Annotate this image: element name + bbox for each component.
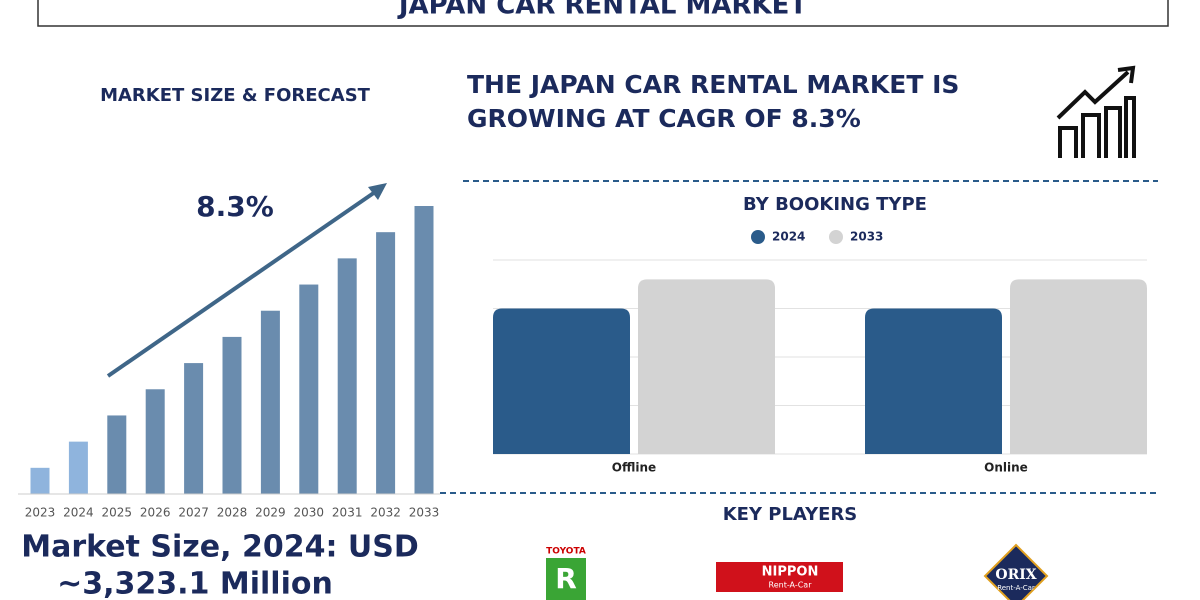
legend-label: 2033 bbox=[850, 230, 883, 244]
logo-text: Rent-A-Car bbox=[997, 584, 1035, 592]
x-tick-label: Online bbox=[984, 461, 1028, 475]
logo-toyota: TOYOTA R bbox=[546, 547, 586, 600]
x-tick-label: 2024 bbox=[63, 506, 94, 520]
bar bbox=[107, 415, 127, 494]
logo-text: Rent-A-Car bbox=[769, 581, 813, 590]
legend-swatch bbox=[829, 230, 843, 244]
logo-text: TOYOTA bbox=[546, 547, 586, 557]
logo-text: NIPPON bbox=[762, 565, 819, 580]
headline: THE JAPAN CAR RENTAL MARKET IS bbox=[467, 70, 959, 99]
logo-text: ORIX bbox=[995, 567, 1036, 583]
bar bbox=[865, 308, 1002, 454]
section-title: KEY PLAYERS bbox=[723, 504, 858, 525]
chart-title: BY BOOKING TYPE bbox=[743, 194, 927, 215]
x-tick-label: 2032 bbox=[370, 506, 401, 520]
chart-title: MARKET SIZE & FORECAST bbox=[100, 85, 371, 106]
bar bbox=[30, 467, 50, 494]
x-tick-label: 2030 bbox=[294, 506, 325, 520]
logo-nippon: NIPPON Rent-A-Car bbox=[716, 562, 843, 592]
bar bbox=[299, 284, 319, 494]
title-box bbox=[37, 0, 1169, 27]
bar bbox=[337, 258, 357, 494]
bar bbox=[1010, 279, 1147, 454]
bar bbox=[260, 310, 280, 494]
legend-label: 2024 bbox=[772, 230, 805, 244]
logo-glyph: R bbox=[555, 562, 577, 595]
x-tick-label: Offline bbox=[612, 461, 656, 475]
headline: GROWING AT CAGR OF 8.3% bbox=[467, 104, 861, 133]
bar bbox=[493, 308, 630, 454]
cagr-annotation: 8.3% bbox=[196, 190, 274, 223]
arrow-head bbox=[368, 183, 387, 200]
x-tick-label: 2027 bbox=[178, 506, 209, 520]
x-tick-label: 2028 bbox=[217, 506, 248, 520]
x-tick-label: 2029 bbox=[255, 506, 286, 520]
bar bbox=[184, 363, 204, 494]
x-tick-label: 2031 bbox=[332, 506, 363, 520]
market-size: ~3,323.1 Million bbox=[57, 567, 333, 600]
bar bbox=[414, 206, 434, 494]
market-size: Market Size, 2024: USD bbox=[21, 530, 419, 565]
bar bbox=[222, 336, 242, 494]
logo-mark bbox=[716, 562, 843, 592]
bar bbox=[68, 441, 88, 494]
x-tick-label: 2026 bbox=[140, 506, 171, 520]
bar bbox=[638, 279, 775, 454]
logo-mark bbox=[546, 558, 586, 600]
trend-arrow bbox=[106, 188, 380, 378]
logo-orix: ORIX Rent-A-Car bbox=[983, 543, 1049, 600]
bar bbox=[145, 389, 165, 494]
page-title: JAPAN CAR RENTAL MARKET bbox=[397, 0, 808, 21]
x-tick-label: 2033 bbox=[409, 506, 440, 520]
legend-swatch bbox=[751, 230, 765, 244]
bar bbox=[376, 232, 396, 494]
growth-icon bbox=[1056, 65, 1136, 158]
logo-mark bbox=[983, 543, 1049, 600]
x-tick-label: 2023 bbox=[25, 506, 56, 520]
x-tick-label: 2025 bbox=[102, 506, 133, 520]
